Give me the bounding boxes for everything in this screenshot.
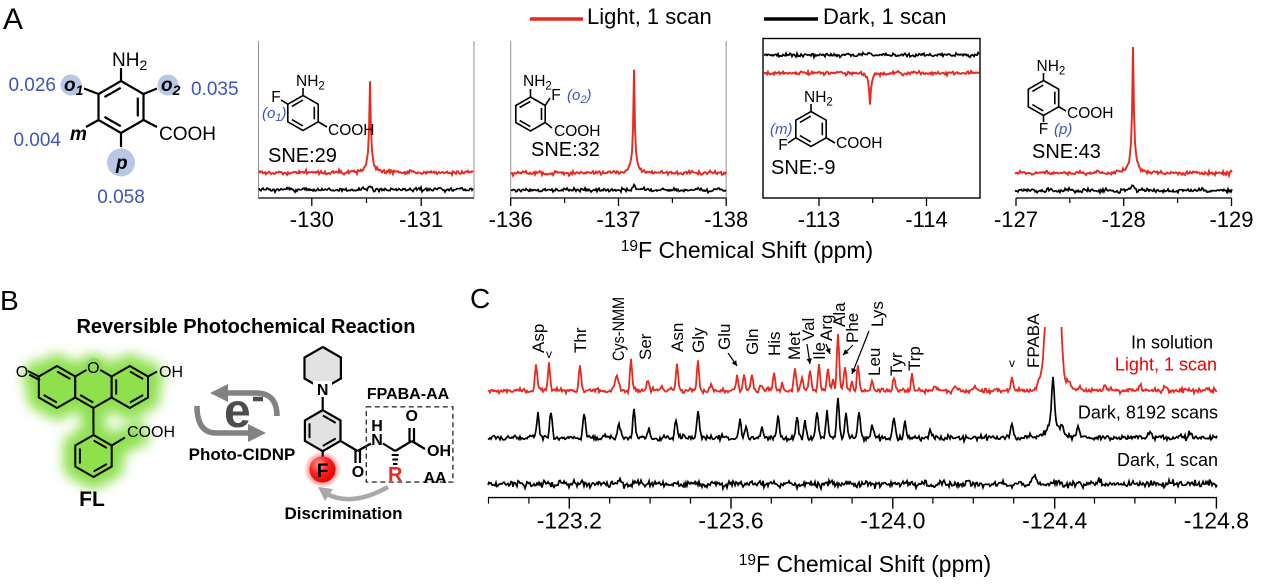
svg-text:In solution: In solution [1131,333,1213,353]
svg-text:SNE:-9: SNE:-9 [771,157,835,179]
svg-text:O: O [352,464,364,481]
svg-text:COOH: COOH [159,124,216,145]
svg-text:-136: -136 [489,207,533,232]
svg-text:A: A [3,3,23,36]
svg-text:v: v [546,347,552,361]
svg-text:-138: -138 [704,207,748,232]
svg-text:-123.6: -123.6 [698,508,763,534]
svg-text:0.058: 0.058 [97,187,145,208]
svg-text:-124.0: -124.0 [860,508,925,534]
svg-text:O: O [405,408,417,425]
svg-text:-124.8: -124.8 [1184,508,1249,534]
svg-text:0.035: 0.035 [191,79,239,100]
svg-text:FPABA-AA: FPABA-AA [367,386,450,403]
svg-text:COOH: COOH [1067,105,1114,122]
svg-text:Dark, 8192 scans: Dark, 8192 scans [1078,403,1218,423]
svg-text:SNE:43: SNE:43 [1032,141,1101,163]
svg-text:(o1): (o1) [262,105,286,124]
svg-text:COOH: COOH [554,123,601,140]
svg-text:Cys-NMM: Cys-NMM [609,297,628,361]
svg-text:19F Chemical Shift (ppm): 19F Chemical Shift (ppm) [739,551,991,577]
svg-text:N: N [317,382,329,399]
svg-text:-128: -128 [1102,207,1146,232]
svg-text:COOH: COOH [836,135,883,152]
svg-text:Leu: Leu [865,348,884,376]
svg-text:-127: -127 [994,207,1038,232]
svg-text:-137: -137 [596,207,640,232]
svg-text:Discrimination: Discrimination [284,504,402,523]
svg-text:F: F [317,461,329,482]
svg-text:SNE:32: SNE:32 [531,139,600,161]
svg-text:(m): (m) [770,121,793,138]
svg-text:Dark, 1 scan: Dark, 1 scan [1117,450,1218,470]
svg-text:Glu: Glu [715,324,734,350]
svg-text:Dark, 1 scan: Dark, 1 scan [823,4,947,29]
svg-text:0.004: 0.004 [13,130,61,151]
svg-text:Phe: Phe [843,313,862,343]
svg-text:-131: -131 [399,207,443,232]
svg-text:Light, 1 scan: Light, 1 scan [1115,355,1217,375]
svg-text:Tyr: Tyr [887,352,906,376]
svg-text:His: His [765,331,784,356]
svg-text:O: O [16,364,28,381]
svg-text:F: F [551,87,560,104]
svg-text:-124.4: -124.4 [1022,508,1087,534]
svg-text:19F Chemical Shift (ppm): 19F Chemical Shift (ppm) [621,237,873,263]
svg-text:FPABA: FPABA [1024,313,1043,368]
svg-text:Gly: Gly [689,327,708,353]
svg-text:(p): (p) [1054,121,1072,138]
svg-text:e: e [224,385,251,438]
svg-text:-123.2: -123.2 [537,508,602,534]
svg-text:Lys: Lys [868,301,887,327]
svg-text:v: v [1009,356,1015,370]
svg-text:Light, 1 scan: Light, 1 scan [587,4,712,29]
svg-text:AA: AA [423,470,447,487]
svg-text:F: F [271,89,280,106]
svg-text:-114: -114 [905,207,947,232]
svg-text:Photo-CIDNP: Photo-CIDNP [189,445,296,464]
svg-text:Ser: Ser [636,333,655,360]
svg-text:-113: -113 [798,207,840,232]
svg-text:-129: -129 [1209,207,1253,232]
svg-text:Gln: Gln [743,329,762,355]
svg-text:SNE:29: SNE:29 [268,145,337,167]
svg-text:Val: Val [799,318,818,341]
svg-text:OH: OH [159,364,183,381]
svg-text:B: B [0,285,19,316]
svg-text:COOH: COOH [127,424,175,441]
svg-text:COOH: COOH [328,122,375,139]
svg-text:F: F [1039,121,1048,138]
svg-text:m: m [70,124,87,145]
svg-text:-130: -130 [290,207,334,232]
svg-text:(o2): (o2) [567,87,591,106]
svg-text:Thr: Thr [571,327,590,353]
svg-text:F: F [778,137,787,154]
svg-text:O: O [87,360,99,377]
svg-text:p: p [115,153,128,174]
svg-text:H: H [371,418,383,435]
svg-text:OH: OH [427,443,451,460]
svg-text:FL: FL [79,488,105,511]
svg-text:0.026: 0.026 [8,75,56,96]
svg-text:C: C [470,283,490,314]
svg-text:Trp: Trp [905,346,924,371]
svg-text:Reversible Photochemical React: Reversible Photochemical Reaction [76,316,415,338]
svg-text:Asn: Asn [668,323,687,352]
